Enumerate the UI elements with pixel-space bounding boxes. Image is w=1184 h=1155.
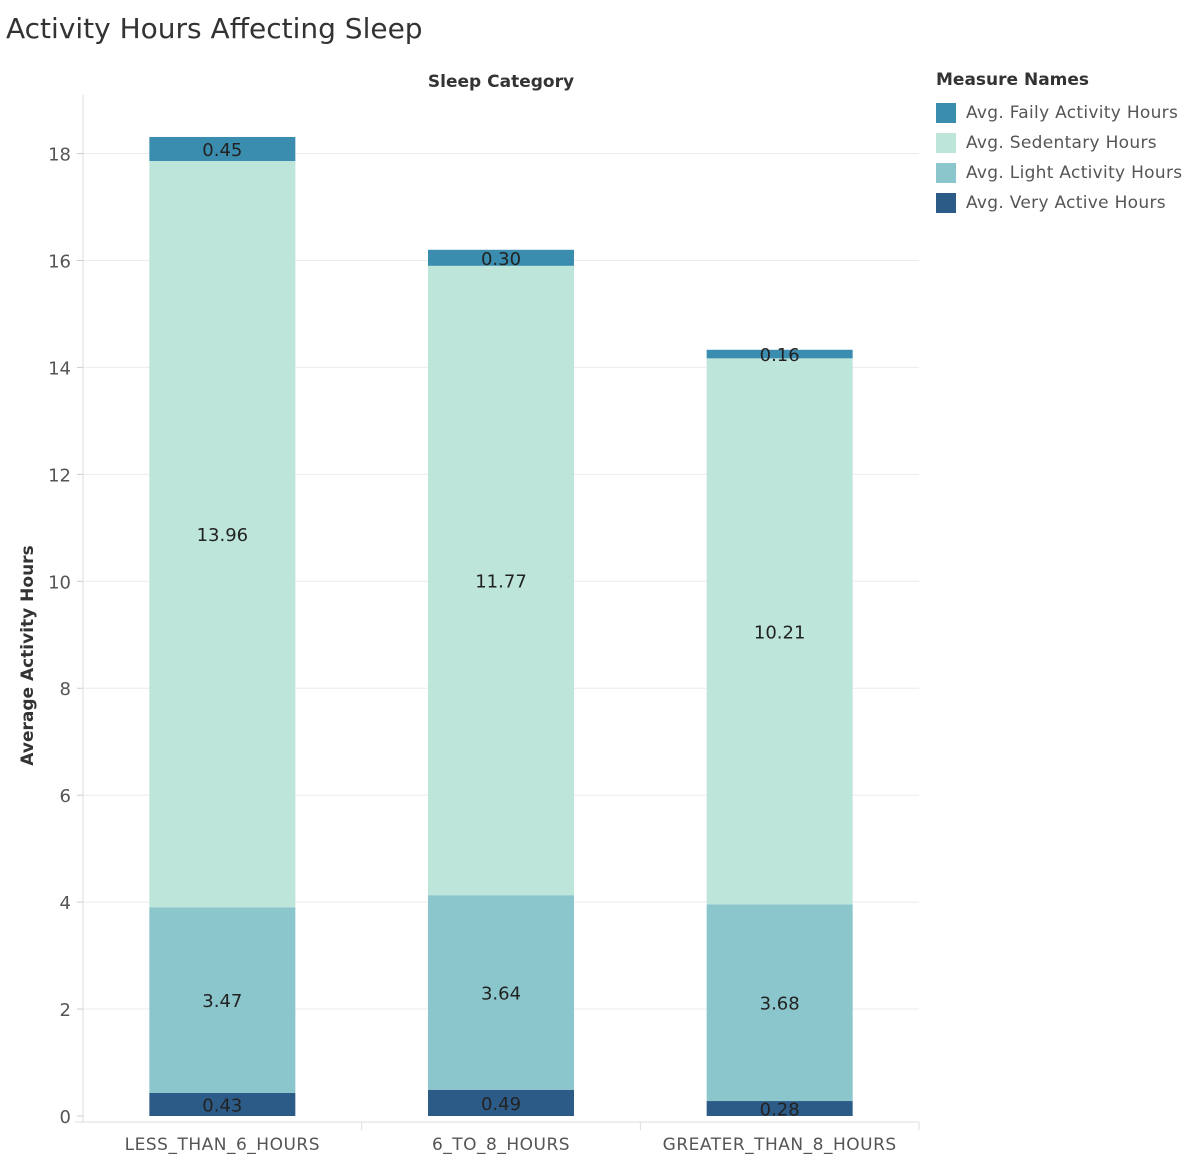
- y-tick-label: 18: [48, 145, 71, 166]
- y-tick-label: 8: [60, 679, 71, 700]
- y-tick-label: 4: [60, 893, 71, 914]
- data-label: 3.47: [202, 991, 242, 1012]
- x-tick-label: GREATER_THAN_8_HOURS: [663, 1135, 897, 1155]
- column-header: Sleep Category: [428, 72, 574, 92]
- data-label: 3.68: [760, 994, 800, 1015]
- legend-label: Avg. Sedentary Hours: [966, 133, 1157, 153]
- legend-item[interactable]: Avg. Sedentary Hours: [936, 128, 1182, 158]
- legend-items: Avg. Faily Activity Hours Avg. Sedentary …: [936, 98, 1182, 218]
- y-tick-label: 0: [60, 1107, 71, 1128]
- y-tick-label: 14: [48, 358, 71, 379]
- legend-title: Measure Names: [936, 70, 1090, 90]
- bar-segment: [149, 1093, 296, 1116]
- legend-item[interactable]: Avg. Light Activity Hours: [936, 158, 1182, 188]
- bar-segment: [428, 1089, 574, 1116]
- legend-label: Avg. Faily Activity Hours: [966, 103, 1179, 123]
- bar-segment: [428, 249, 574, 266]
- legend: Measure Names Avg. Faily Activity Hours A…: [936, 70, 1182, 218]
- legend-swatch: [936, 103, 956, 123]
- data-label: 11.77: [475, 571, 527, 592]
- data-label: 3.64: [481, 983, 521, 1004]
- data-label: 10.21: [754, 622, 806, 643]
- y-tick-label: 6: [60, 786, 71, 807]
- bar-segment: [706, 1101, 853, 1116]
- data-label: 0.16: [760, 345, 800, 366]
- x-tick-label: 6_TO_8_HOURS: [432, 1135, 570, 1155]
- legend-label: Avg. Light Activity Hours: [966, 163, 1183, 183]
- legend-swatch: [936, 193, 956, 213]
- legend-label: Avg. Very Active Hours: [966, 193, 1166, 213]
- legend-item[interactable]: Avg. Very Active Hours: [936, 188, 1182, 218]
- data-labels: 0.43 3.47 13.96 0.45 0.49 3.64 11.77 0.30 0.28 3.…: [197, 140, 806, 1121]
- y-tick-label: 12: [48, 465, 71, 486]
- y-tick-label: 2: [60, 1000, 71, 1021]
- bar-segment: [428, 265, 574, 896]
- bar-segment: [149, 161, 296, 908]
- bar-segment: [706, 358, 853, 905]
- bar-segment: [706, 904, 853, 1102]
- legend-item[interactable]: Avg. Faily Activity Hours: [936, 98, 1182, 128]
- legend-swatch: [936, 133, 956, 153]
- axes: 0 2 4 6 8 10 12 14 16 18 Sleep Category Average Act…: [18, 72, 920, 1155]
- data-label: 0.43: [202, 1096, 242, 1117]
- data-label: 0.49: [481, 1094, 521, 1115]
- bar-segment: [149, 907, 296, 1094]
- data-label: 0.45: [202, 140, 242, 161]
- data-label: 0.28: [760, 1100, 800, 1121]
- bar-segment: [428, 895, 574, 1090]
- y-tick-label: 10: [48, 572, 71, 593]
- data-label: 0.30: [481, 249, 521, 270]
- y-axis-title: Average Activity Hours: [18, 545, 38, 765]
- chart-title: Activity Hours Affecting Sleep: [6, 12, 423, 45]
- data-label: 13.96: [197, 525, 249, 546]
- bars: [149, 136, 853, 1116]
- bar-segment: [149, 136, 296, 162]
- bar-segment: [706, 349, 853, 359]
- y-tick-label: 16: [48, 251, 71, 272]
- legend-swatch: [936, 163, 956, 183]
- x-tick-label: LESS_THAN_6_HOURS: [125, 1135, 320, 1155]
